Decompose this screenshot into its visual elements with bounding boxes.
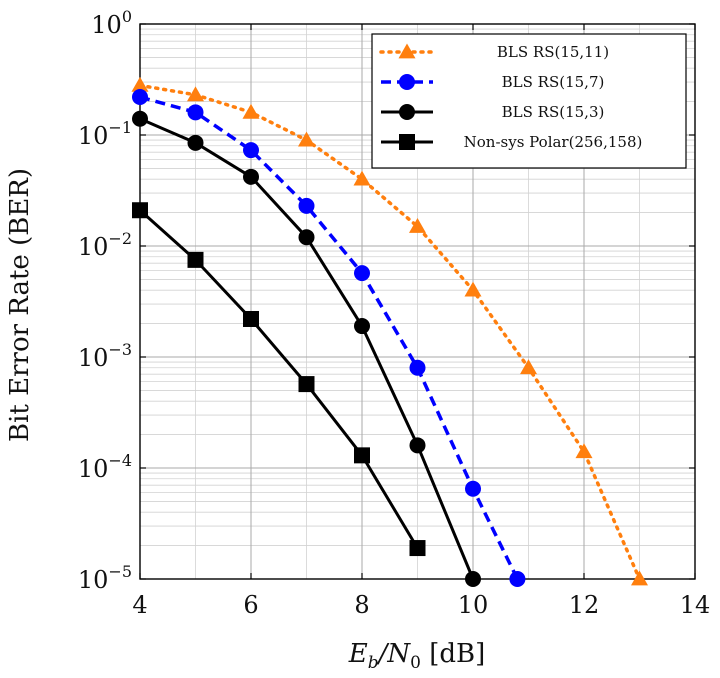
- data-point: [631, 570, 648, 586]
- data-point: [242, 103, 260, 119]
- tick-labels: 4 6 8 10 12 14 100 10−1 10−2 10−3 10−4 10−5: [78, 7, 710, 619]
- y-axis-label: Bit Error Rate (BER): [5, 168, 35, 442]
- data-point: [353, 170, 371, 186]
- data-point: [354, 265, 370, 282]
- x-label-n: /N: [376, 639, 412, 669]
- data-point: [298, 197, 315, 214]
- data-point: [187, 86, 204, 102]
- data-point: [132, 110, 148, 127]
- x-tick-label: 10: [458, 591, 489, 619]
- data-point: [509, 571, 526, 587]
- y-tick-label: 100: [91, 7, 132, 39]
- data-point: [520, 359, 537, 375]
- legend-entry: BLS RS(15,3): [381, 103, 604, 121]
- y-tick-label: 10−3: [78, 340, 132, 372]
- legend-marker: [399, 74, 415, 90]
- data-point: [243, 310, 259, 327]
- legend: BLS RS(15,11) BLS RS(15,7) BLS RS(15,3) Non…: [371, 33, 687, 169]
- data-point: [409, 217, 426, 233]
- series-bls-rs-15-11: [131, 76, 648, 586]
- legend-entry: BLS RS(15,7): [381, 73, 604, 91]
- y-tick-label: 10−4: [78, 451, 132, 483]
- series-bls-rs-15-7: [132, 88, 526, 587]
- x-tick-label: 4: [132, 591, 147, 619]
- data-point: [464, 281, 482, 297]
- legend-box: [371, 33, 687, 169]
- legend-marker: [398, 43, 416, 59]
- data-point: [409, 359, 426, 376]
- x-tick-label: 8: [354, 591, 369, 619]
- data-point: [243, 168, 259, 185]
- x-label-sub-0: 0: [410, 653, 421, 673]
- y-tick-label: 10−1: [78, 118, 132, 150]
- legend-entry: Non-sys Polar(256,158): [381, 133, 642, 151]
- data-point: [298, 131, 315, 147]
- legend-entry: BLS RS(15,11): [379, 43, 609, 61]
- series-line: [138, 83, 642, 581]
- data-point: [354, 318, 370, 335]
- data-point: [409, 540, 426, 557]
- data-point: [243, 142, 259, 159]
- data-point: [132, 88, 148, 105]
- legend-label: BLS RS(15,3): [502, 103, 605, 121]
- data-point: [298, 229, 315, 246]
- data-point: [132, 202, 148, 219]
- data-point: [298, 376, 315, 393]
- data-point: [187, 104, 204, 121]
- data-point: [187, 134, 204, 151]
- y-tick-label: 10−5: [78, 562, 132, 594]
- x-label-sub-b: b: [368, 653, 379, 673]
- x-label-unit: [dB]: [421, 639, 485, 669]
- x-tick-label: 12: [569, 591, 600, 619]
- legend-marker: [399, 104, 415, 120]
- series-line: [139, 95, 519, 580]
- series-non-sys-polar-256-158: [132, 202, 426, 557]
- data-point: [409, 437, 426, 454]
- plot-frame: [139, 23, 696, 580]
- data-point: [575, 443, 593, 459]
- x-axis-label: Eb/N0 [dB]: [348, 639, 486, 673]
- data-point: [187, 251, 204, 268]
- y-tick-label: 10−2: [78, 229, 132, 261]
- legend-label: Non-sys Polar(256,158): [464, 133, 643, 151]
- series-bls-rs-15-3: [132, 110, 481, 587]
- legend-marker: [399, 134, 415, 150]
- data-point: [131, 76, 149, 92]
- data-point: [465, 480, 481, 497]
- data-point: [465, 571, 481, 587]
- legend-label: BLS RS(15,11): [497, 43, 609, 61]
- data-point: [354, 447, 370, 464]
- series-layer: [131, 76, 648, 587]
- x-tick-label: 14: [680, 591, 711, 619]
- x-tick-label: 6: [243, 591, 258, 619]
- x-label-e: E: [348, 639, 368, 669]
- legend-label: BLS RS(15,7): [502, 73, 605, 91]
- series-line: [138, 209, 419, 549]
